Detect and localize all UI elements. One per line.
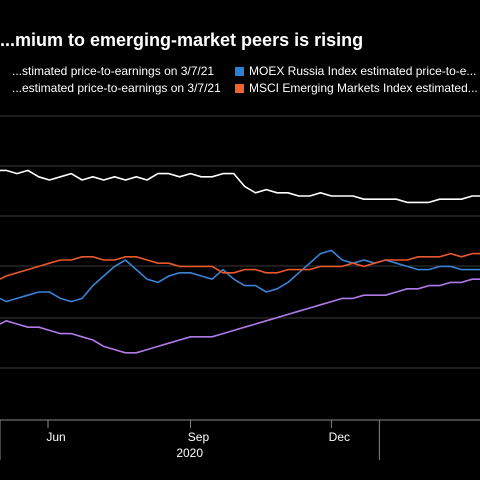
legend-label: ...stimated price-to-earnings on 3/7/21 (12, 64, 215, 78)
x-tick-label: Dec (329, 430, 350, 444)
series-line (0, 252, 480, 280)
x-axis: Jun Sep Dec 2020 (0, 419, 480, 460)
legend-label: MOEX Russia Index estimated price-to-e..… (249, 64, 477, 78)
gridlines (0, 115, 480, 369)
legend-row: ...estimated price-to-earnings on 3/7/21 (0, 81, 221, 97)
legend-row: ...stimated price-to-earnings on 3/7/21 (0, 64, 214, 80)
legend-swatch-moex (235, 67, 244, 76)
legend-row: MSCI Emerging Markets Index estimated... (235, 81, 478, 97)
legend-swatch-pe (0, 84, 7, 93)
legend-row: MOEX Russia Index estimated price-to-e..… (235, 64, 476, 80)
legend-label: MSCI Emerging Markets Index estimated... (249, 81, 478, 95)
series-line (0, 169, 480, 204)
x-tick-label: Sep (188, 430, 210, 444)
legend-swatch-msci (235, 84, 244, 93)
chart-title: ...mium to emerging-market peers is risi… (0, 30, 364, 50)
series-lines (0, 169, 480, 354)
series-line (0, 249, 480, 303)
x-year-label: 2020 (176, 446, 203, 460)
legend-swatch-pe (0, 67, 7, 76)
x-tick-label: Jun (46, 430, 65, 444)
legend-label: ...estimated price-to-earnings on 3/7/21 (12, 81, 221, 95)
series-line (0, 278, 480, 354)
